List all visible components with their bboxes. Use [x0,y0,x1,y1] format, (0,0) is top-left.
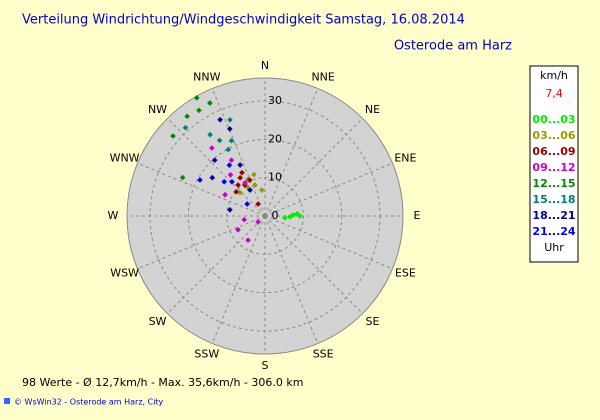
direction-label: N [261,59,269,72]
data-point [222,191,228,198]
data-point [237,162,243,168]
data-point [242,179,248,186]
data-point [207,100,213,106]
spoke [211,215,266,344]
data-point [226,162,233,168]
direction-label: WNW [110,152,140,165]
direction-label: SE [366,315,380,328]
data-point [235,182,241,188]
direction-label: NNE [311,70,334,83]
footer-icon [4,398,10,404]
data-point [209,174,216,181]
direction-label: SSE [313,348,334,361]
data-point [217,116,223,123]
direction-label: SSW [194,348,219,361]
direction-label: W [108,209,119,222]
data-point [255,219,261,225]
data-point [209,145,215,151]
data-point [221,178,228,185]
data-point [244,201,251,207]
data-point [228,137,235,144]
grid-ring [149,100,381,332]
legend-box [529,65,579,263]
data-point [226,126,233,132]
data-point [237,174,243,181]
direction-label: WSW [110,266,139,279]
data-point [233,189,240,195]
data-point [170,133,176,139]
legend-entry: 09...12 [532,161,575,174]
legend-entry: 15...18 [532,193,575,206]
data-point [211,157,218,163]
footer: © WsWin32 - Osterode am Harz, City [14,398,164,407]
spoke [264,215,319,344]
data-point [255,201,261,207]
data-point [282,214,288,221]
data-point [229,178,235,185]
spoke [264,88,319,217]
data-point [207,131,213,138]
direction-label: SW [149,315,167,328]
data-point [246,177,253,183]
data-point [237,189,243,196]
legend-entry: 21...24 [532,225,575,238]
spoke [137,162,266,217]
chart-title: Verteilung Windrichtung/Windgeschwindigk… [22,13,465,28]
grid-ring [187,138,343,294]
direction-label: NE [365,103,380,116]
legend-entry: 12...15 [532,177,575,190]
data-point [182,124,189,131]
data-point [227,116,233,123]
data-point [251,171,257,178]
r-tick-label: 20 [268,132,282,145]
data-point [179,174,186,181]
legend-entry: 18...21 [532,209,575,222]
legend-entry: 00...03 [532,113,575,126]
data-point [216,137,223,144]
direction-label: NNW [193,70,220,83]
data-point [252,182,258,188]
data-point [225,146,232,153]
data-point [227,206,233,213]
legend-footer: Uhr [544,241,564,254]
data-point [290,212,296,218]
data-point [247,187,253,193]
legend-entry: 06...09 [532,145,575,158]
data-point [258,187,265,193]
r-tick-label: 10 [268,171,282,184]
data-point [239,169,245,176]
data-point [245,237,251,244]
direction-label: E [414,209,421,222]
spoke [211,88,266,217]
direction-label: ENE [394,152,416,165]
data-point [228,157,235,163]
spoke [264,162,393,217]
legend-title: km/h [540,69,568,82]
r-tick-label: 30 [268,94,282,107]
spoke [264,215,393,270]
summary: 98 Werte - Ø 12,7km/h - Max. 35,6km/h - … [22,376,303,389]
data-point [227,172,234,178]
data-point [241,216,248,223]
chart-subtitle: Osterode am Harz [394,39,512,54]
data-point [235,226,241,233]
spoke [137,215,266,270]
data-point [184,113,190,120]
direction-label: ESE [395,266,416,279]
legend-value: 7,4 [545,87,563,100]
legend-entry: 03...06 [532,129,575,142]
data-point [193,94,200,101]
direction-label: S [262,359,269,372]
grid-ring [226,177,304,255]
direction-label: NW [148,103,167,116]
data-point [294,210,300,217]
data-point [196,107,202,114]
data-point [197,177,203,183]
r-tick-label: 0 [272,209,279,222]
